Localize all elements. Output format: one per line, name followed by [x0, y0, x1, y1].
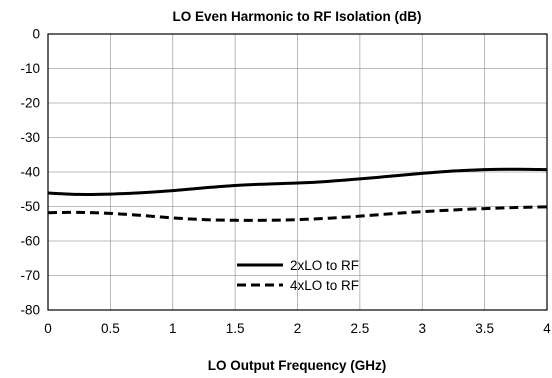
x-axis-ticks: 0 0.5 1 1.5 2 2.5 3 3.5 4 [44, 321, 551, 336]
plot-area-border [47, 33, 548, 311]
x-axis-title: LO Output Frequency (GHz) [208, 358, 387, 373]
y-tick-label: -40 [20, 165, 40, 180]
x-tick-label: 2 [294, 321, 302, 336]
y-tick-label: 0 [32, 27, 40, 42]
x-tick-label: 0.5 [101, 321, 120, 336]
x-tick-label: 3.5 [475, 321, 494, 336]
y-axis-ticks: 0 -10 -20 -30 -40 -50 -60 -70 -80 [20, 27, 40, 318]
legend-label: 2xLO to RF [290, 258, 359, 273]
y-tick-label: -10 [20, 61, 40, 76]
y-tick-label: -60 [20, 234, 40, 249]
y-tick-label: -20 [20, 96, 40, 111]
chart-title: LO Even Harmonic to RF Isolation (dB) [172, 9, 421, 24]
legend-label: 4xLO to RF [290, 278, 359, 293]
x-tick-label: 0 [44, 321, 52, 336]
x-tick-label: 4 [543, 321, 551, 336]
series-group [47, 167, 548, 222]
y-tick-label: -70 [20, 268, 40, 283]
series-line-2xlo [47, 167, 548, 196]
x-tick-label: 2.5 [350, 321, 369, 336]
x-tick-label: 3 [418, 321, 426, 336]
y-tick-label: -30 [20, 130, 40, 145]
x-tick-label: 1 [169, 321, 177, 336]
series-line-4xlo [47, 205, 548, 222]
y-tick-label: -80 [20, 303, 40, 318]
x-tick-label: 1.5 [226, 321, 245, 336]
legend: 2xLO to RF 4xLO to RF [237, 258, 359, 293]
y-tick-label: -50 [20, 199, 40, 214]
